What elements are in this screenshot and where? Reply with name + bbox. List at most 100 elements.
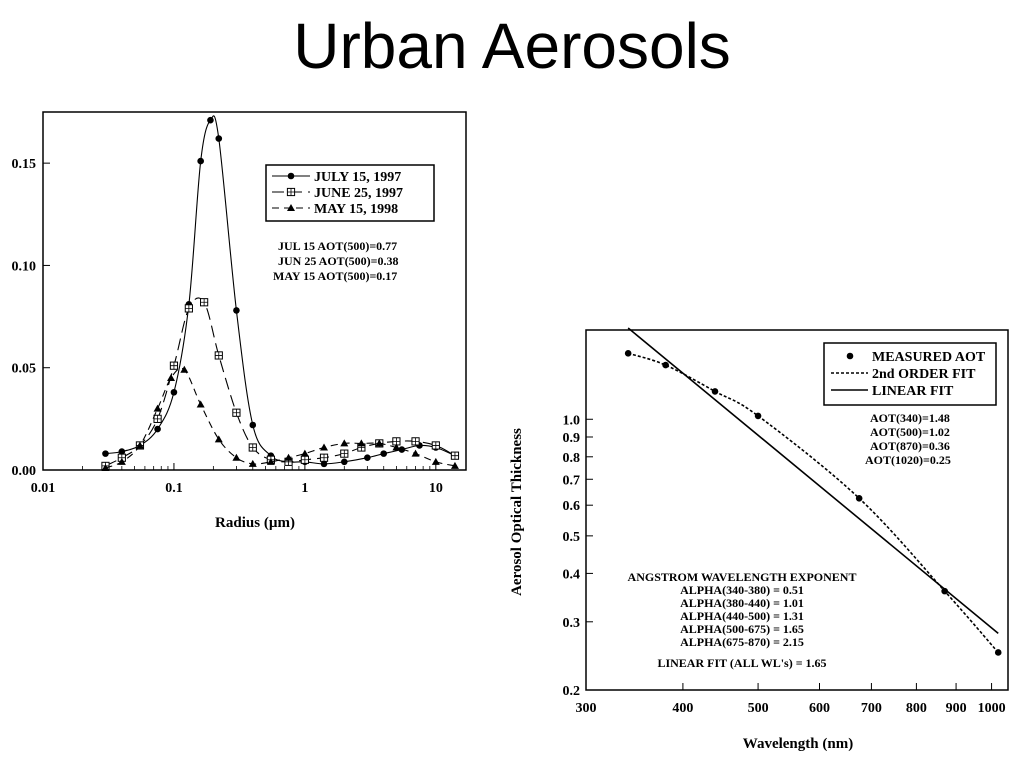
right-x-tick-label: 500 [748,701,769,716]
right-legend: MEASURED AOT 2nd ORDER FIT LINEAR FIT [823,342,997,406]
left-series-1-point [233,307,240,314]
left-y-tick-label: 0.05 [12,362,37,377]
left-series-3-point [266,457,275,465]
left-series-1-point [102,450,109,457]
right-y-tick-label: 1.0 [563,413,581,428]
left-legend-label: MAY 15, 1998 [314,202,398,217]
left-series-3-point [431,457,440,465]
left-series-3-point [153,404,162,412]
left-series-3-point [196,400,205,408]
right-x-tick-label: 400 [672,701,693,716]
left-plot-frame [42,111,467,471]
left-series-3-point [450,461,459,469]
left-legend-label: JULY 15, 1997 [314,170,401,185]
angstrom-note-block: ANGSTROM WAVELENGTH EXPONENT ALPHA(340-3… [628,570,857,670]
left-series-1-point [118,448,126,455]
left-series-2-point-cross [185,304,193,312]
right-y-tick-label: 0.6 [563,499,581,514]
angstrom-line: ALPHA(675-870) = 2.15 [680,635,804,649]
left-legend-marker [287,204,295,211]
right-legend-marker [846,352,854,360]
right-second-order-fit-line [627,352,999,654]
right-aot-note: AOT(1020)=0.25 [865,453,951,467]
right-x-tick-label: 1000 [978,701,1006,716]
left-series-3-point [232,453,241,461]
left-series-2-point-cross [451,452,459,460]
right-legend-label: MEASURED AOT [872,350,986,365]
right-aot-note: AOT(870)=0.36 [870,439,950,453]
left-series-1-point [215,135,223,142]
left-series-line-3 [105,367,456,469]
left-legend-marker-cross [287,188,295,196]
right-y-ticks: 0.2 0.3 0.4 0.5 0.6 0.7 0.8 0.9 1.0 [563,413,593,699]
left-series-2-point-cross [215,351,223,360]
right-y-tick-label: 0.7 [563,473,581,488]
left-series-3-point [357,439,366,447]
left-series-3-point [340,439,349,447]
right-legend-label: LINEAR FIT [872,384,954,399]
right-linear-fit-line [627,327,999,635]
angstrom-line: ALPHA(340-380) = 0.51 [680,583,804,597]
left-x-tick-label: 10 [429,481,443,496]
left-series-2-point-cross [232,409,241,417]
left-series-3-point [284,453,293,461]
left-legend-label: JUNE 25, 1997 [314,186,403,201]
left-series-1-point [207,116,214,124]
left-y-tick-label: 0.00 [12,464,37,479]
right-x-axis-label: Wavelength (nm) [743,736,853,752]
aot-wavelength-chart: 300 400 500 600 700 800 900 1000 0.20.30.40.50.… [509,327,1009,752]
right-x-tick-label: 700 [861,701,882,716]
left-series-3-point [180,365,189,373]
right-x-tick-label: 600 [809,701,830,716]
left-series-1-point [320,460,328,468]
left-series-line-2 [105,297,456,467]
left-series-3-point [300,449,309,457]
left-aot-notes: JUL 15 AOT(500)=0.77 JUN 25 AOT(500)=0.3… [273,239,399,283]
left-series-3-point [117,457,126,465]
left-x-tick-label: 0.01 [31,481,56,496]
right-x-tick-label: 900 [946,701,967,716]
left-y-tick-label: 0.10 [12,259,37,274]
left-series-1-point [197,157,204,165]
right-legend-items: MEASURED AOT 2nd ORDER FIT LINEAR FIT [831,350,986,399]
left-aot-note: JUL 15 AOT(500)=0.77 [278,239,397,253]
left-x-ticks: 0.01 0.1 1 10 [31,463,443,496]
right-x-ticks: 300 400 500 600 700 800 900 1000 [576,683,1006,716]
left-series-3-point [101,463,110,471]
right-aot-note: AOT(500)=1.02 [870,425,950,439]
right-y-tick-label: 0.4 [563,567,581,582]
left-series-1-point [364,454,371,462]
left-aot-note: JUN 25 AOT(500)=0.38 [278,254,399,268]
slide-title: Urban Aerosols [293,10,731,82]
left-x-tick-label: 0.1 [165,481,183,496]
left-series-group [101,115,460,471]
right-aot-note: AOT(340)=1.48 [870,411,950,425]
left-series-3-point [248,459,257,467]
right-legend-label: 2nd ORDER FIT [872,367,976,382]
left-series-2-point-cross [320,454,328,462]
angstrom-line: ALPHA(440-500) = 1.31 [680,609,804,623]
right-y-tick-label: 0.9 [563,431,581,446]
left-series-3-point [411,449,420,457]
linear-fit-note: LINEAR FIT (ALL WL's) = 1.65 [657,656,826,670]
right-plot-frame [585,329,1009,691]
angstrom-line: ALPHA(500-675) = 1.65 [680,622,804,636]
left-series-2-point-cross [170,362,178,370]
left-series-1-point [380,450,388,457]
left-x-tick-label: 1 [301,481,308,496]
left-series-2-point-cross [340,450,348,458]
left-aot-note: MAY 15 AOT(500)=0.17 [273,269,397,283]
angstrom-heading: ANGSTROM WAVELENGTH EXPONENT [628,570,857,584]
right-measured-point [624,350,632,357]
left-series-2-point-cross [153,415,162,423]
left-y-tick-label: 0.15 [12,157,37,172]
left-legend-marker [287,172,295,180]
right-y-axis-label: Aerosol Optical Thickness [509,428,525,596]
right-x-tick-label: 800 [906,701,927,716]
left-series-3-point [392,443,401,451]
right-series-group [624,327,1002,656]
left-series-3-point [214,435,223,443]
left-series-2-point-cross [249,443,257,452]
